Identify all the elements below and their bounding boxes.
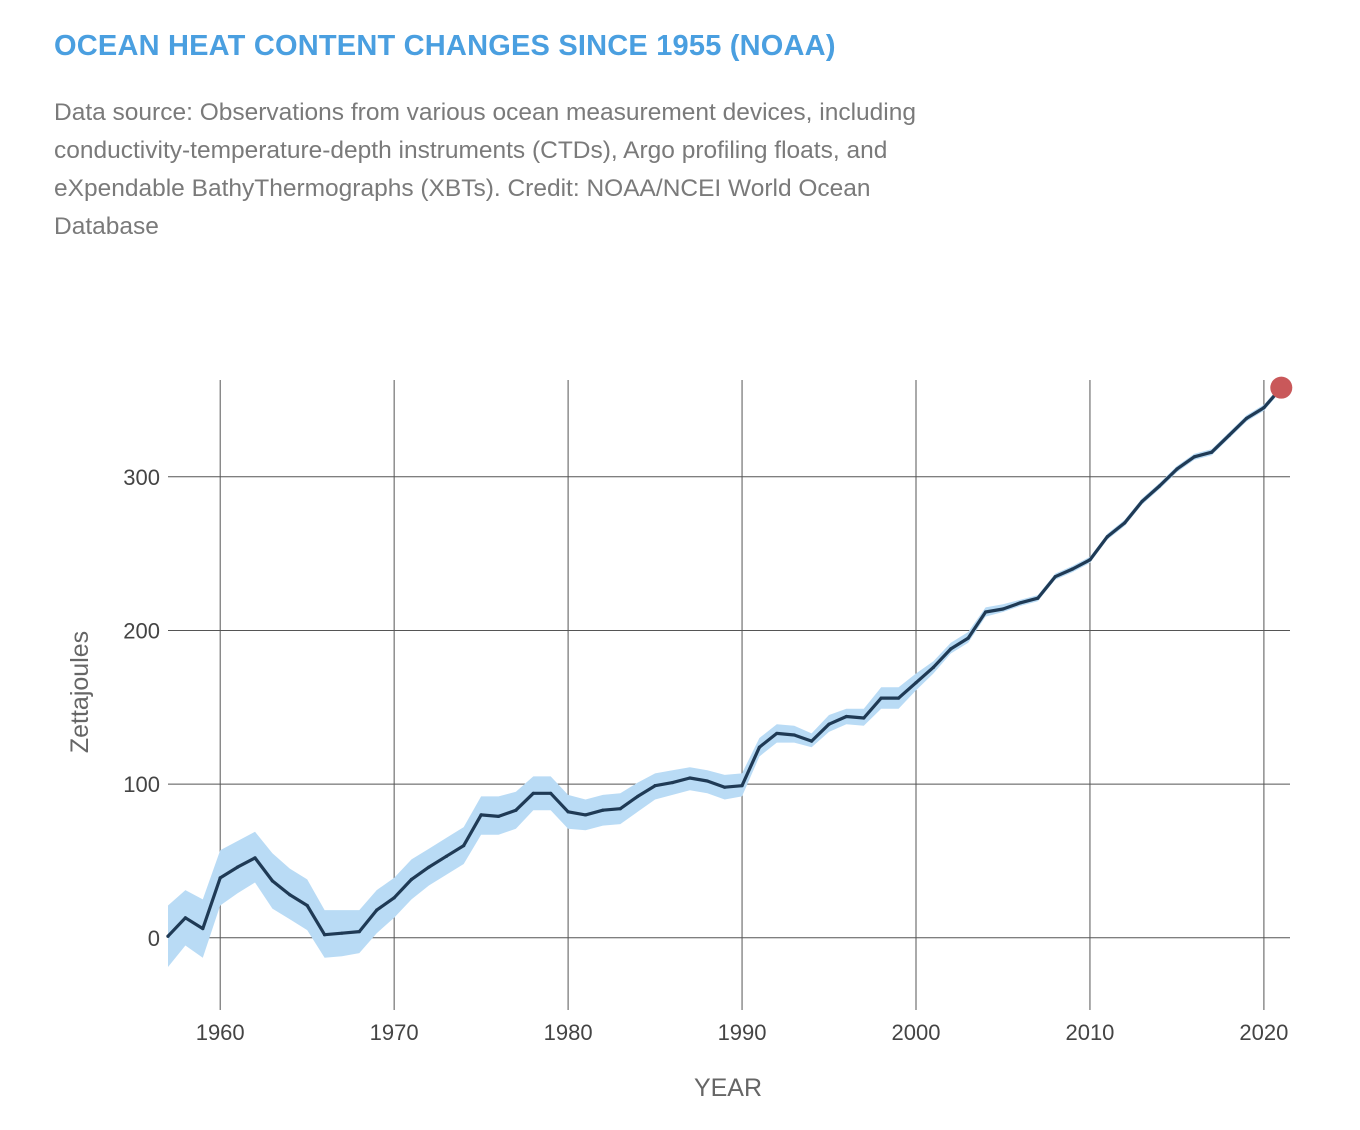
x-tick-labels: 1960 1970 1980 1990 2000 2010 2020 — [196, 1020, 1289, 1045]
data-point — [479, 813, 483, 817]
y-tick-label: 200 — [123, 618, 160, 643]
data-point — [514, 808, 518, 812]
data-point — [1070, 567, 1075, 571]
grid-lines — [168, 380, 1290, 1010]
x-axis-label: YEAR — [694, 1074, 762, 1102]
x-tick-label: 1990 — [718, 1020, 767, 1045]
data-point — [757, 745, 762, 749]
data-point — [705, 779, 709, 783]
data-point — [566, 810, 570, 814]
latest-value-marker[interactable] — [1270, 376, 1293, 399]
x-tick-label: 1970 — [370, 1020, 419, 1045]
data-points — [166, 386, 1283, 938]
data-point — [1036, 596, 1040, 600]
data-point — [914, 681, 918, 685]
data-point — [166, 934, 170, 938]
data-point — [601, 808, 605, 812]
data-point — [288, 893, 292, 897]
data-point — [201, 926, 205, 931]
data-point — [531, 791, 535, 795]
data-point — [1175, 467, 1179, 471]
chart-subtitle: Data source: Observations from various o… — [54, 99, 916, 240]
data-point — [792, 733, 796, 737]
data-point — [444, 854, 448, 858]
data-point — [810, 739, 814, 743]
y-tick-label: 0 — [148, 926, 160, 951]
data-point — [409, 877, 414, 881]
data-point — [392, 896, 396, 900]
data-point — [1262, 406, 1266, 410]
data-point — [1210, 450, 1214, 454]
data-point — [340, 931, 344, 935]
data-point — [636, 794, 640, 799]
data-point — [1001, 607, 1005, 611]
data-point — [270, 879, 274, 883]
y-tick-label: 100 — [123, 772, 160, 797]
data-point — [253, 856, 257, 860]
data-point — [427, 865, 431, 869]
data-point — [931, 665, 935, 669]
data-point — [670, 780, 675, 785]
chart-title: OCEAN HEAT CONTENT CHANGES SINCE 1955 (N… — [54, 30, 836, 62]
data-line — [166, 386, 1283, 938]
data-point — [218, 876, 222, 880]
data-point — [844, 714, 849, 719]
data-point — [879, 696, 883, 700]
data-point — [949, 647, 953, 651]
data-point — [235, 865, 240, 869]
data-point — [1157, 484, 1162, 488]
data-point — [1088, 558, 1092, 562]
x-tick-label: 2020 — [1239, 1020, 1288, 1045]
data-point — [1123, 521, 1127, 525]
data-point — [740, 784, 744, 788]
data-point — [862, 716, 866, 720]
data-point — [1105, 535, 1109, 539]
data-point — [897, 696, 901, 700]
x-tick-label: 2000 — [892, 1020, 941, 1045]
data-point — [375, 908, 379, 912]
data-point — [357, 930, 361, 934]
data-point — [1018, 601, 1022, 605]
data-point — [322, 933, 327, 937]
data-point — [618, 807, 622, 811]
x-tick-label: 2010 — [1065, 1020, 1114, 1045]
y-tick-label: 300 — [123, 465, 160, 490]
data-point — [1053, 575, 1057, 579]
data-point — [1227, 433, 1231, 437]
x-tick-label: 1980 — [544, 1020, 593, 1045]
data-point — [775, 731, 779, 736]
x-tick-label: 1960 — [196, 1020, 245, 1045]
uncertainty-band — [168, 384, 1282, 968]
data-point — [688, 776, 692, 780]
data-point — [183, 916, 187, 920]
y-axis-label: Zettajoules — [66, 631, 94, 753]
data-point — [653, 784, 657, 788]
data-point — [1140, 499, 1144, 503]
data-point — [305, 903, 309, 908]
data-point — [723, 785, 727, 789]
y-tick-labels: 0 100 200 300 — [123, 465, 160, 951]
data-point — [583, 813, 588, 817]
data-point — [462, 843, 466, 848]
data-point — [496, 814, 501, 818]
data-point — [1244, 416, 1249, 421]
data-point — [983, 610, 988, 614]
data-point — [549, 791, 553, 795]
data-point — [1192, 455, 1196, 459]
data-point — [827, 722, 831, 726]
data-point — [966, 636, 970, 640]
